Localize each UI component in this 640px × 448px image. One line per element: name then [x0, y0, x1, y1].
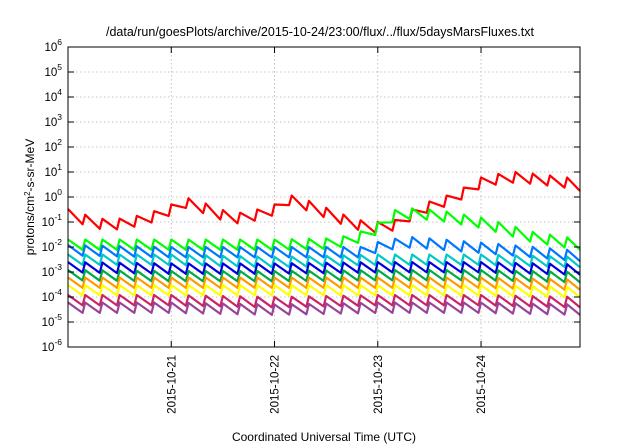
y-tick-label: 102 — [44, 137, 62, 154]
y-tick-base: 10 — [44, 142, 57, 154]
x-tick-label: 2015-10-22 — [270, 355, 282, 414]
series-line — [67, 301, 581, 316]
y-tick-base: 10 — [42, 267, 55, 279]
y-tick-base: 10 — [42, 242, 55, 254]
y-tick-base: 10 — [44, 42, 57, 54]
y-tick-exponent: 1 — [57, 162, 62, 172]
x-tick-label: 2015-10-24 — [476, 354, 488, 413]
series-layer — [67, 170, 581, 316]
y-tick-label: 104 — [44, 87, 62, 104]
y-tick-label: 101 — [44, 162, 62, 179]
y-tick-exponent: 4 — [57, 87, 62, 97]
y-tick-exponent: -4 — [54, 287, 62, 297]
y-tick-label: 10-2 — [42, 237, 63, 254]
y-tick-base: 10 — [42, 317, 55, 329]
chart-title: /data/run/goesPlots/archive/2015-10-24/2… — [106, 25, 535, 39]
y-tick-exponent: -2 — [54, 237, 62, 247]
y-tick-exponent: 0 — [57, 187, 62, 197]
y-tick-label: 10-6 — [42, 337, 63, 354]
y-tick-base: 10 — [44, 192, 57, 204]
y-tick-base: 10 — [42, 342, 55, 354]
series-line — [67, 268, 581, 284]
y-tick-base: 10 — [44, 92, 57, 104]
y-tick-label: 106 — [44, 37, 62, 54]
y-tick-base: 10 — [42, 292, 55, 304]
series-line — [67, 207, 581, 251]
series-line — [67, 236, 581, 263]
svg-text:protons/cm2-s-sr-MeV: protons/cm2-s-sr-MeV — [23, 139, 38, 255]
y-tick-label: 10-3 — [42, 262, 63, 279]
y-tick-label: 100 — [44, 187, 62, 204]
y-tick-exponent: -3 — [54, 262, 62, 272]
y-tick-exponent: -1 — [54, 212, 62, 222]
y-tick-label: 10-5 — [42, 312, 63, 329]
y-axis-label-exponent: 2 — [23, 191, 32, 196]
series-line — [67, 293, 581, 309]
series-line — [67, 276, 581, 291]
y-tick-label: 10-1 — [42, 212, 63, 229]
y-tick-label: 103 — [44, 112, 62, 129]
series-line — [67, 284, 581, 299]
y-axis-label-unit: -s-sr-MeV — [23, 139, 37, 192]
series-line — [67, 261, 581, 276]
y-tick-label: 10-4 — [42, 287, 63, 304]
y-tick-base: 10 — [44, 67, 57, 79]
y-tick-exponent: 5 — [57, 62, 62, 72]
y-tick-exponent: -6 — [54, 337, 62, 347]
x-tick-label: 2015-10-21 — [166, 355, 178, 414]
y-tick-exponent: 3 — [57, 112, 62, 122]
y-tick-label: 105 — [44, 62, 62, 79]
x-axis-label: Coordinated Universal Time (UTC) — [232, 430, 416, 444]
y-tick-exponent: 2 — [57, 137, 62, 147]
y-tick-exponent: -5 — [54, 312, 62, 322]
series-line — [67, 253, 581, 269]
series-line — [67, 170, 581, 234]
y-tick-base: 10 — [44, 167, 57, 179]
y-axis-label-text: protons/cm — [23, 196, 37, 255]
y-tick-base: 10 — [44, 117, 57, 129]
y-tick-base: 10 — [42, 217, 55, 229]
y-axis-label: protons/cm2-s-sr-MeV — [23, 139, 38, 255]
y-tick-exponent: 6 — [57, 37, 62, 47]
x-tick-label: 2015-10-23 — [373, 355, 385, 414]
axis-ticks: 10-610-510-410-310-210-11001011021031041… — [42, 37, 580, 414]
